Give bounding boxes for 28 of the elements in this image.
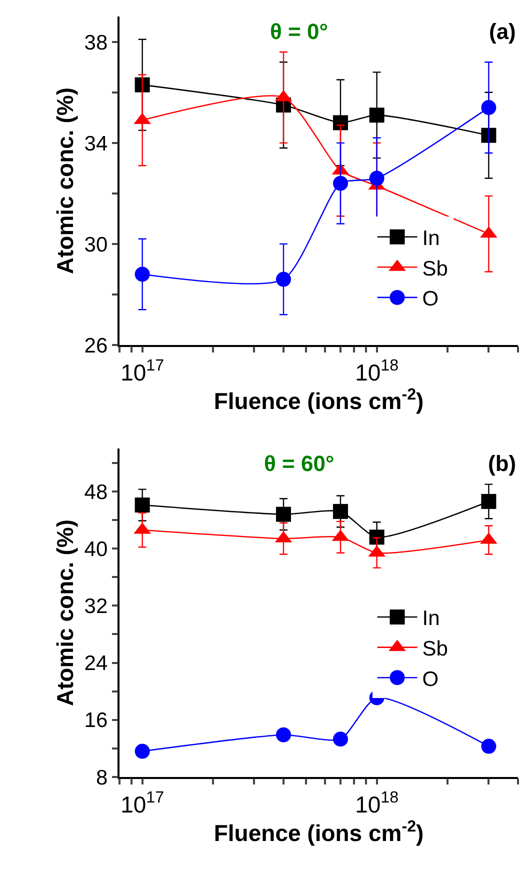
y-tick-label: 26 xyxy=(84,334,108,358)
legend-label: O xyxy=(422,668,439,691)
x-axis-title: Fluence (ions cm$^{-2}$) xyxy=(214,817,424,846)
legend-label: Sb xyxy=(422,638,448,660)
y-tick-label: 40 xyxy=(84,538,108,561)
y-tick-label: 8 xyxy=(96,766,108,790)
y-tick-label: 30 xyxy=(84,233,108,256)
y-axis-title: Atomic conc. (%) xyxy=(52,520,78,706)
y-tick-label: 38 xyxy=(84,31,108,54)
y-tick-label: 34 xyxy=(84,132,108,156)
annotation: θ = 60° xyxy=(264,451,334,476)
annotation: (b) xyxy=(488,451,516,476)
y-axis-title: Atomic conc. (%) xyxy=(52,88,78,274)
annotation: θ = 0° xyxy=(270,19,328,44)
x-tick-label: 10$^{18}$ xyxy=(355,356,399,386)
x-tick-label: 10$^{17}$ xyxy=(120,788,164,818)
legend-label: O xyxy=(422,288,439,311)
legend-label: In xyxy=(422,607,440,630)
y-tick-label: 32 xyxy=(84,595,108,618)
x-axis-title: Fluence (ions cm$^{-2}$) xyxy=(214,385,424,414)
x-tick-label: 10$^{17}$ xyxy=(120,356,164,386)
annotation: (a) xyxy=(489,19,516,44)
legend-label: Sb xyxy=(422,257,448,280)
x-tick-label: 10$^{18}$ xyxy=(355,788,399,818)
y-tick-label: 16 xyxy=(84,709,108,732)
y-tick-label: 24 xyxy=(84,652,108,676)
legend-label: In xyxy=(422,227,440,250)
y-tick-label: 48 xyxy=(84,480,108,504)
